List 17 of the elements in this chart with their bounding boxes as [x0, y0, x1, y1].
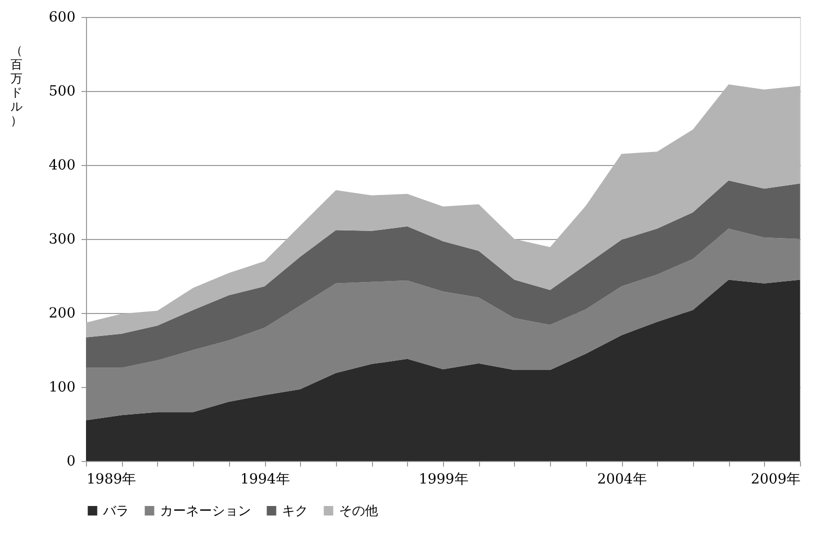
y-axis-title: （百万ドル） [10, 44, 22, 128]
legend-label: バラ [102, 504, 129, 519]
x-tick-label: 2009年 [750, 472, 800, 488]
x-tick-label: 1989年 [86, 472, 136, 488]
y-tick-label: 200 [48, 306, 76, 322]
y-tick-label: 600 [48, 10, 76, 26]
y-tick-label: 400 [48, 158, 76, 174]
y-tick-label: 100 [48, 380, 76, 396]
y-tick-label: 0 [66, 454, 76, 470]
legend-label: カーネーション [160, 504, 251, 519]
y-tick-label: 300 [48, 232, 76, 248]
legend-label: キク [282, 504, 308, 519]
x-tick-label: 2004年 [597, 472, 647, 488]
legend-label: その他 [339, 504, 378, 519]
x-tick-label: 1999年 [418, 472, 468, 488]
x-tick-label: 1994年 [240, 472, 290, 488]
y-tick-label: 500 [48, 84, 76, 100]
